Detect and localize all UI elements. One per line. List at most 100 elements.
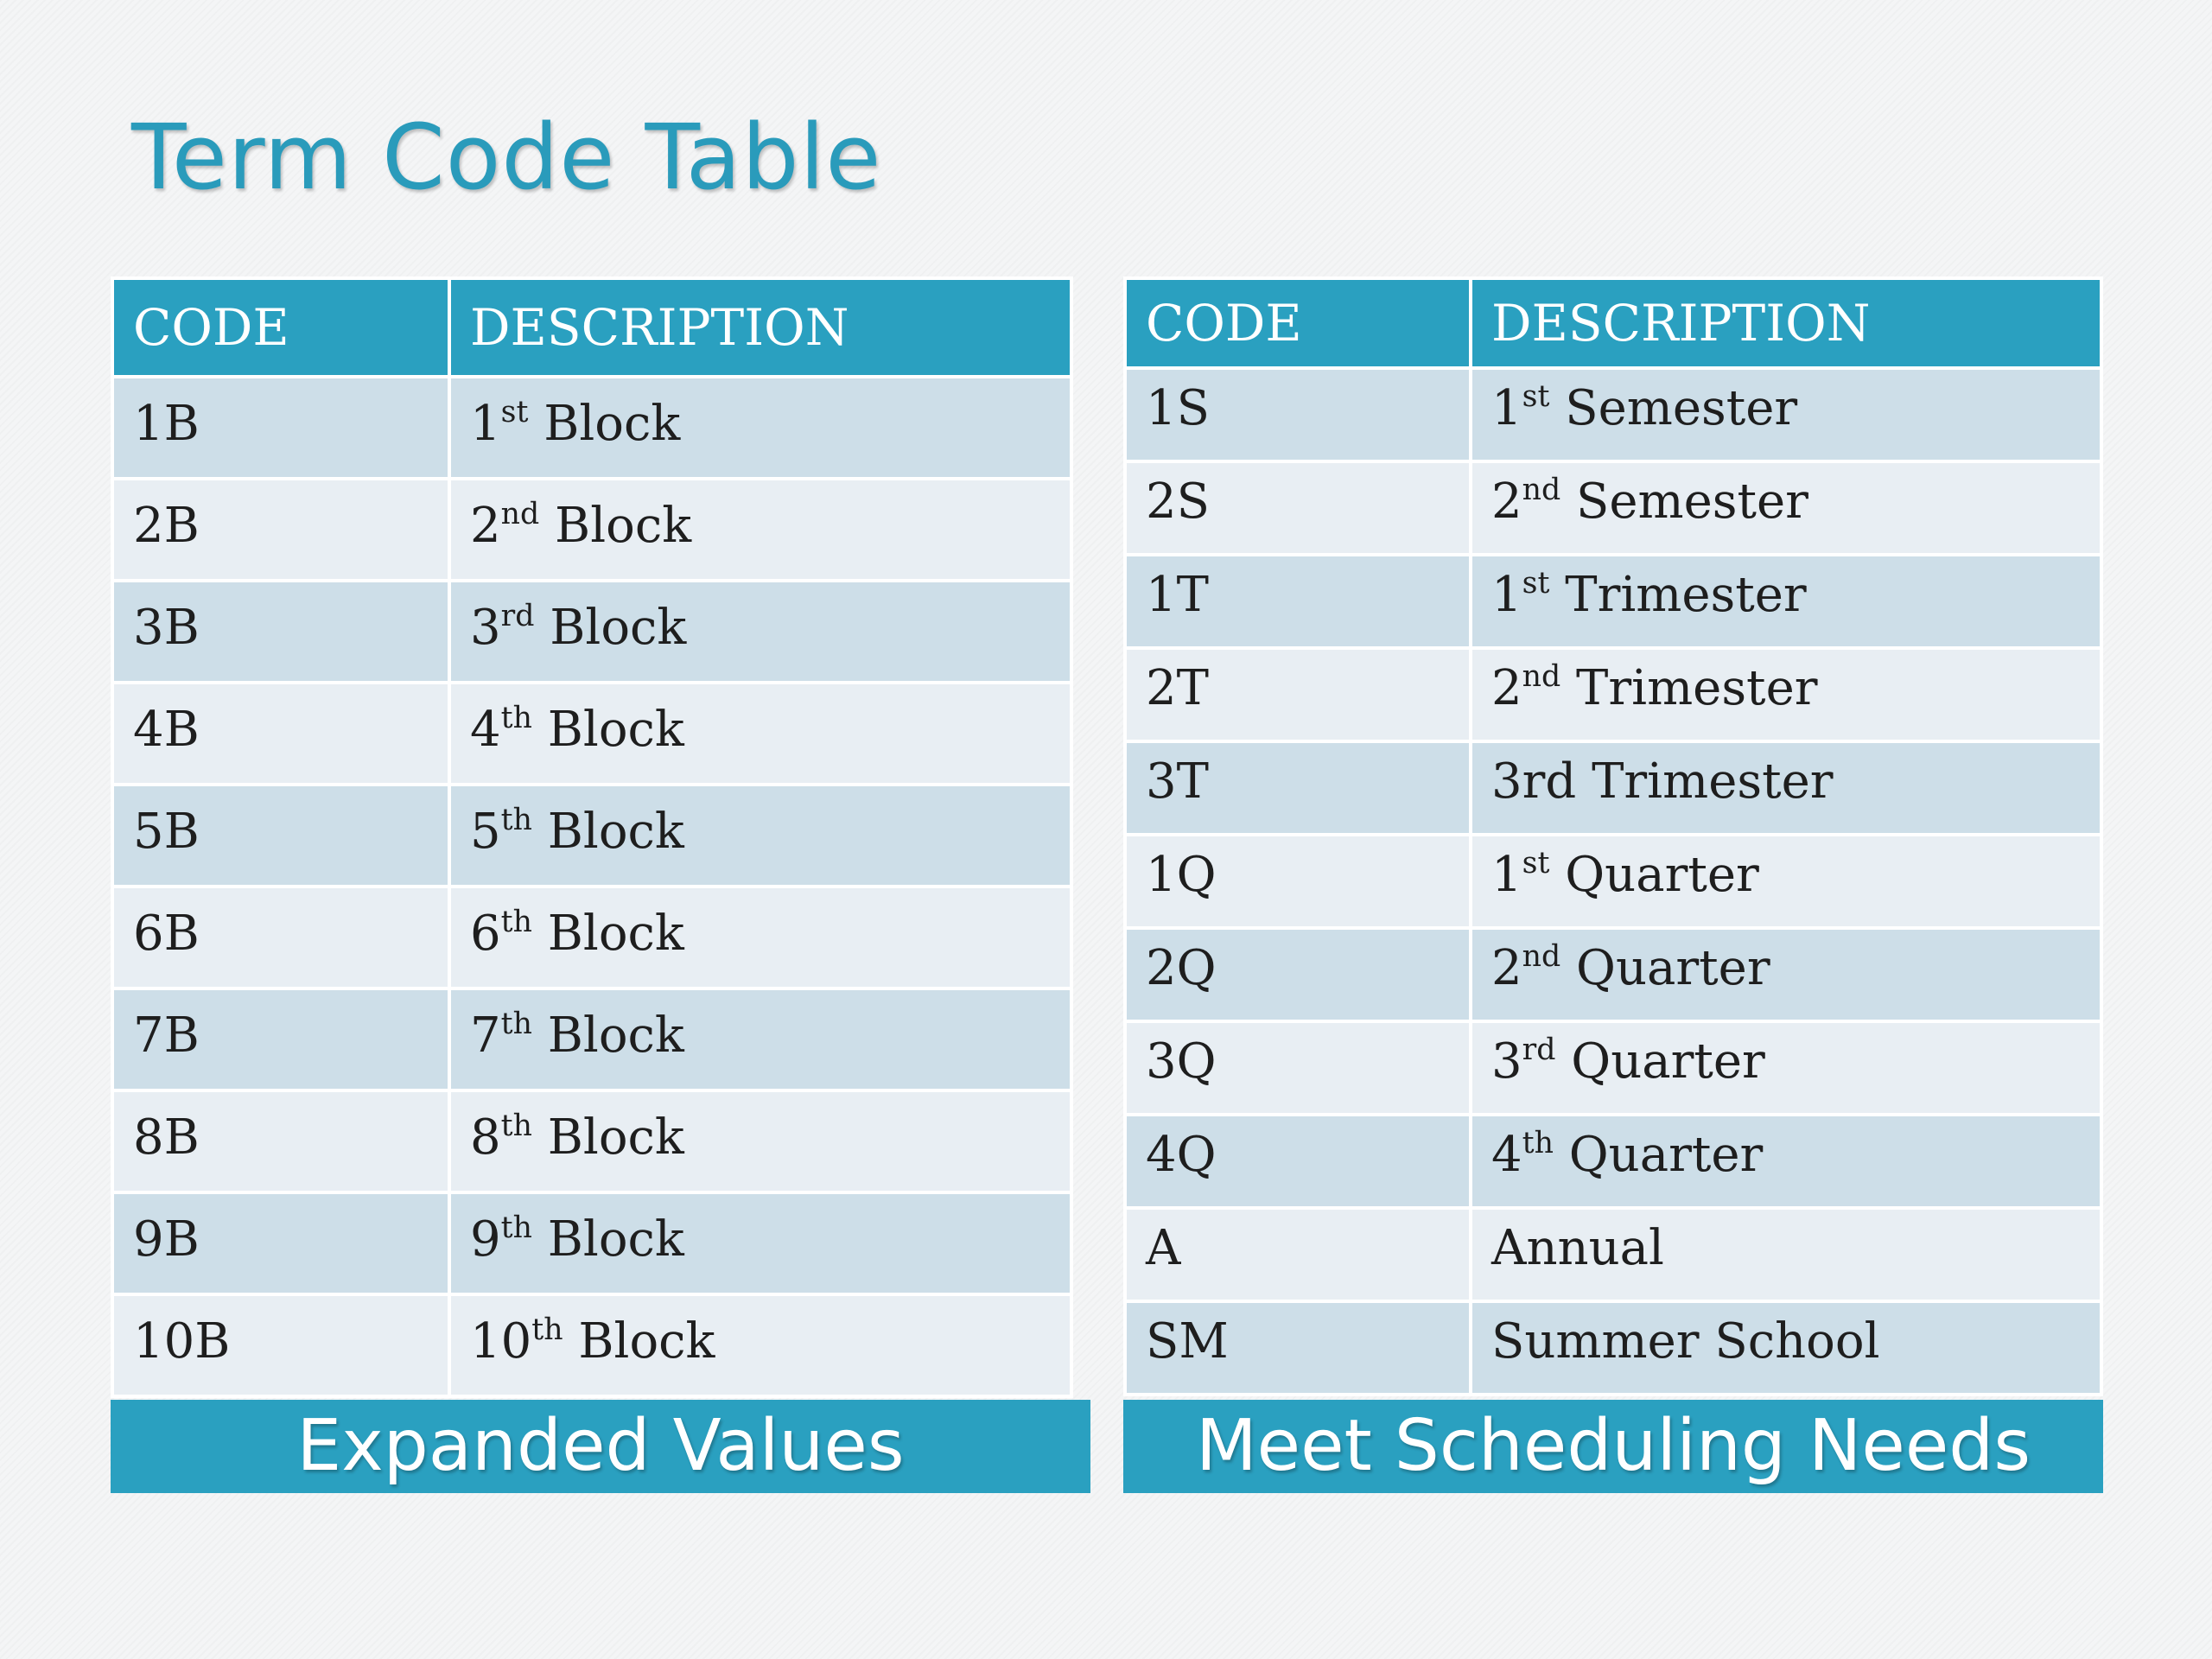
term-code-cell: 6B (111, 885, 451, 990)
term-description-cell: 2nd Trimester (1469, 646, 2103, 743)
code-column-header: CODE (111, 276, 451, 378)
term-description-cell: 4th Block (448, 681, 1073, 786)
term-description-cell: 1st Trimester (1469, 553, 2103, 650)
ordinal-number: 7 (470, 1007, 501, 1064)
block-term-table: CODE DESCRIPTION 1B 1st Block 2B 2nd Block 3… (111, 276, 1073, 1398)
term-code-cell: SM (1123, 1300, 1472, 1396)
term-description-cell: 1st Semester (1469, 366, 2103, 463)
term-code-cell: 2Q (1123, 926, 1472, 1023)
table-row: 3Q 3rd Quarter (1123, 1020, 2103, 1116)
term-description-text: Trimester (1576, 660, 1818, 716)
table-row: 6B 6th Block (111, 885, 1073, 990)
ordinal-number: 1 (1491, 567, 1522, 623)
term-code-cell: 4B (111, 681, 451, 786)
term-description-text: Block (547, 1109, 684, 1166)
table-row: 7B 7th Block (111, 987, 1073, 1092)
term-description-cell: 3rd Block (448, 579, 1073, 684)
term-description-text: Trimester (1592, 753, 1834, 810)
term-code-cell: 2S (1123, 460, 1472, 556)
ordinal-suffix: rd (1522, 1032, 1556, 1067)
ordinal-suffix: th (500, 1108, 532, 1143)
term-code-cell: 8B (111, 1089, 451, 1194)
ordinal-suffix: st (1522, 845, 1550, 880)
term-code-cell: 3T (1123, 740, 1472, 836)
table-row: 8B 8th Block (111, 1089, 1073, 1194)
term-description-cell: Annual (1469, 1206, 2103, 1303)
term-description-text: Semester (1576, 474, 1808, 530)
ordinal-suffix: th (500, 1210, 532, 1245)
ordinal-number: 2 (1491, 474, 1522, 530)
term-code-cell: 1T (1123, 553, 1472, 650)
ordinal-number: 4 (470, 702, 501, 758)
ordinal-number: 3rd (1491, 753, 1577, 810)
ordinal-number: 5 (470, 804, 501, 860)
ordinal-number: 3 (1491, 1033, 1522, 1090)
term-description-text: Block (547, 906, 684, 962)
description-column-header: DESCRIPTION (1469, 276, 2103, 370)
term-description-text: Quarter (1565, 847, 1759, 903)
table-row: 5B 5th Block (111, 783, 1073, 888)
description-column-header: DESCRIPTION (448, 276, 1073, 378)
table-row: 3T 3rd Trimester (1123, 740, 2103, 836)
ordinal-number: 1 (470, 396, 501, 452)
table-row: 1B 1st Block (111, 375, 1073, 480)
table-row: 3B 3rd Block (111, 579, 1073, 684)
term-description-text: Trimester (1565, 567, 1807, 623)
term-code-cell: 4Q (1123, 1113, 1472, 1210)
term-code-cell: 2B (111, 477, 451, 582)
table-row: 1T 1st Trimester (1123, 553, 2103, 650)
term-description-cell: Summer School (1469, 1300, 2103, 1396)
slide-title: Term Code Table (131, 105, 882, 210)
term-code-cell: 1S (1123, 366, 1472, 463)
ordinal-suffix: rd (500, 598, 535, 633)
ordinal-number: 2 (1491, 660, 1522, 716)
ordinal-suffix: th (500, 904, 532, 939)
table-row: 2T 2nd Trimester (1123, 646, 2103, 743)
ordinal-suffix: st (1522, 565, 1550, 601)
term-description-cell: 2nd Quarter (1469, 926, 2103, 1023)
term-code-cell: 3Q (1123, 1020, 1472, 1116)
meet-scheduling-needs-caption: Meet Scheduling Needs (1123, 1400, 2103, 1493)
term-description-text: Block (547, 1007, 684, 1064)
ordinal-suffix: th (500, 802, 532, 837)
term-description-text: Semester (1565, 380, 1798, 436)
ordinal-suffix: nd (1522, 472, 1561, 507)
ordinal-number: 9 (470, 1211, 501, 1268)
term-description-cell: 2nd Block (448, 477, 1073, 582)
ordinal-suffix: th (500, 1006, 532, 1041)
term-description-cell: 3rd Trimester (1469, 740, 2103, 836)
ordinal-number: 1 (1491, 380, 1522, 436)
term-description-cell: 6th Block (448, 885, 1073, 990)
table-header-row: CODE DESCRIPTION (1123, 276, 2103, 370)
table-row: 1Q 1st Quarter (1123, 833, 2103, 930)
term-code-cell: 10B (111, 1293, 451, 1398)
term-description-text: Quarter (1571, 1033, 1765, 1090)
term-code-cell: 1Q (1123, 833, 1472, 930)
term-description-text: Quarter (1576, 940, 1770, 996)
term-description-cell: 1st Block (448, 375, 1073, 480)
ordinal-suffix: nd (1522, 658, 1561, 694)
expanded-values-caption: Expanded Values (111, 1400, 1090, 1493)
term-code-cell: 2T (1123, 646, 1472, 743)
ordinal-suffix: th (531, 1312, 563, 1347)
table-row: 4B 4th Block (111, 681, 1073, 786)
term-description-cell: 4th Quarter (1469, 1113, 2103, 1210)
term-description-cell: 9th Block (448, 1191, 1073, 1296)
term-description-text: Block (547, 1211, 684, 1268)
term-description-text: Block (547, 804, 684, 860)
term-code-cell: 7B (111, 987, 451, 1092)
ordinal-number: 2 (1491, 940, 1522, 996)
semester-term-table: CODE DESCRIPTION 1S 1st Semester 2S 2nd Sem… (1123, 276, 2103, 1396)
table-row: 1S 1st Semester (1123, 366, 2103, 463)
term-description-text: Quarter (1568, 1127, 1764, 1183)
term-description-text: Block (555, 498, 692, 554)
ordinal-suffix: st (1522, 378, 1550, 414)
term-description-cell: 8th Block (448, 1089, 1073, 1194)
table-header-row: CODE DESCRIPTION (111, 276, 1073, 378)
ordinal-number: 8 (470, 1109, 501, 1166)
table-row: SM Summer School (1123, 1300, 2103, 1396)
term-code-cell: 3B (111, 579, 451, 684)
term-code-cell: 5B (111, 783, 451, 888)
term-code-cell: 9B (111, 1191, 451, 1296)
ordinal-suffix: st (500, 394, 529, 429)
